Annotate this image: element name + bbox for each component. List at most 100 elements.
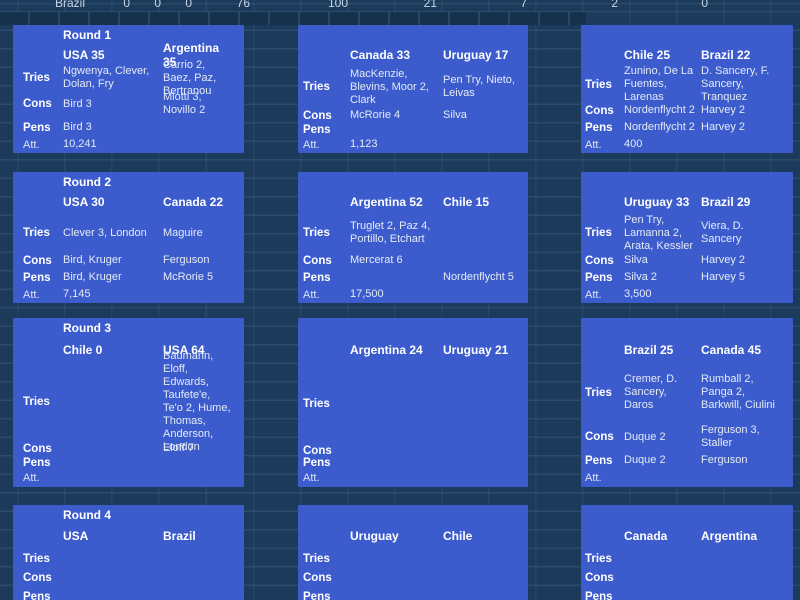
standings-team-name: Brazil: [55, 0, 86, 10]
team1-name: Uruguay: [350, 529, 399, 543]
pens-label: Pens: [303, 590, 331, 600]
team1-score: Argentina 24: [350, 343, 423, 357]
cons-value: Harvey 2: [701, 254, 746, 266]
pens-value: Harvey 2: [701, 121, 746, 133]
attendance-value: 3,500: [624, 288, 652, 300]
team2-name: Brazil: [163, 529, 196, 543]
cons-value: Silva: [443, 109, 467, 121]
standings-empty-cells: [0, 12, 586, 25]
cons-label: Cons: [23, 571, 52, 584]
tries-value: [624, 557, 701, 561]
tries-label: Tries: [303, 81, 330, 93]
cons-value: Miotti 3, Novillo 2: [163, 91, 206, 116]
cons-value: [63, 447, 163, 451]
tries-value: Pen Try, Nieto, Leivas: [443, 74, 515, 99]
pens-label: Pens: [303, 271, 331, 284]
team2-score: Argentina 35: [163, 41, 220, 69]
round-title: Round 1: [63, 28, 111, 42]
match-card-round3-brazil-canada: Brazil 25 Canada 45 Tries Cremer, D. San…: [581, 318, 793, 487]
cons-value: [63, 576, 163, 580]
standings-value: 0: [185, 0, 192, 10]
cons-label: Cons: [23, 254, 52, 267]
pens-label: Pens: [23, 271, 51, 284]
cons-label: Cons: [303, 445, 332, 457]
pens-label: Pens: [23, 457, 51, 469]
cons-label: Cons: [585, 431, 614, 443]
tries-value: Viera, D. Sancery: [701, 220, 744, 245]
cons-value: Ferguson: [163, 254, 210, 266]
team1-score: Argentina 52: [350, 195, 423, 209]
team1-name: USA: [63, 529, 89, 543]
team1-name: Canada: [624, 529, 668, 543]
team2-score: Uruguay 17: [443, 48, 509, 62]
tries-value: Truglet 2, Paz 4, Portillo, Etchart: [350, 220, 431, 245]
tries-value: Baumann, Eloff, Edwards, Taufete'e, Te'o…: [163, 349, 231, 453]
match-card-round2-uruguay-brazil: Uruguay 33 Brazil 29 Tries Pen Try, Lama…: [581, 172, 793, 303]
tries-value: [443, 231, 522, 235]
cons-value: [350, 576, 443, 580]
tries-value: D. Sancery, F. Sancery, Tranquez: [701, 65, 770, 103]
cons-value: [163, 576, 238, 580]
pens-label: Pens: [23, 590, 51, 600]
tries-value: [350, 402, 443, 406]
tries-label: Tries: [23, 552, 50, 565]
cons-value: Nordenflycht 2: [624, 104, 695, 116]
tries-value: MacKenzie, Blevins, Moor 2, Clark: [350, 67, 429, 106]
match-card-round2-usa-canada: Round 2 USA 30 Canada 22 Tries Clever 3,…: [13, 172, 244, 303]
round-title: Round 3: [63, 321, 111, 335]
pens-value: Harvey 5: [701, 271, 746, 283]
attendance-label: Att.: [303, 138, 320, 151]
cons-label: Cons: [303, 571, 332, 584]
pens-value: [163, 595, 238, 599]
standings-value: 0: [701, 0, 708, 10]
attendance-label: Att.: [585, 472, 602, 484]
match-card-round1-canada-uruguay: Canada 33 Uruguay 17 Tries MacKenzie, Bl…: [298, 25, 528, 153]
team1-score: USA 35: [63, 48, 105, 62]
cons-value: Harvey 2: [701, 104, 746, 116]
cons-value: Silva: [624, 254, 648, 266]
pens-value: [350, 128, 443, 132]
tries-value: Rumball 2, Panga 2, Barkwill, Ciulini: [701, 373, 775, 411]
team1-score: Chile 0: [63, 343, 103, 357]
attendance-value: 10,241: [63, 138, 97, 150]
team2-score: Uruguay 21: [443, 343, 509, 357]
cons-value: Ferguson 3, Staller: [701, 424, 760, 449]
pens-label: Pens: [303, 457, 331, 469]
pens-value: [624, 595, 701, 599]
attendance-value: [63, 476, 163, 480]
pens-value: Duque 2: [624, 454, 666, 466]
standings-value: 7: [520, 0, 527, 10]
attendance-label: Att.: [303, 472, 320, 484]
pens-value: [443, 595, 522, 599]
cons-value: Bird, Kruger: [63, 254, 122, 266]
pens-value: [350, 595, 443, 599]
tries-value: [163, 557, 238, 561]
attendance-value: [624, 476, 701, 480]
team1-score: Chile 25: [624, 48, 671, 62]
pens-value: [350, 461, 443, 465]
pens-value: Nordenflycht 5: [443, 271, 514, 283]
cons-value: [624, 576, 701, 580]
attendance-value: 17,500: [350, 288, 384, 300]
cons-value: [701, 576, 789, 580]
team1-score: Uruguay 33: [624, 195, 690, 209]
pens-value: [63, 595, 163, 599]
match-card-round3-argentina-uruguay: Argentina 24 Uruguay 21 Tries Cons Pens …: [298, 318, 528, 487]
tries-label: Tries: [585, 78, 612, 91]
tries-value: Cremer, D. Sancery, Daros: [624, 373, 678, 411]
tries-value: [63, 400, 163, 404]
tries-label: Tries: [585, 552, 612, 565]
pens-value: Ferguson: [701, 454, 748, 466]
pens-label: Pens: [585, 271, 613, 284]
pens-value: McRorie 5: [163, 271, 214, 283]
standings-value: 100: [327, 0, 348, 10]
cons-value: Bird 3: [63, 97, 92, 110]
pens-value: [443, 461, 522, 465]
cons-label: Cons: [585, 104, 614, 117]
pens-value: [163, 126, 238, 130]
tries-value: Ngwenya, Clever, Dolan, Fry: [63, 65, 150, 90]
pens-value: [701, 595, 789, 599]
pens-label: Pens: [303, 124, 331, 136]
tries-value: [443, 557, 522, 561]
cons-label: Cons: [303, 254, 332, 267]
